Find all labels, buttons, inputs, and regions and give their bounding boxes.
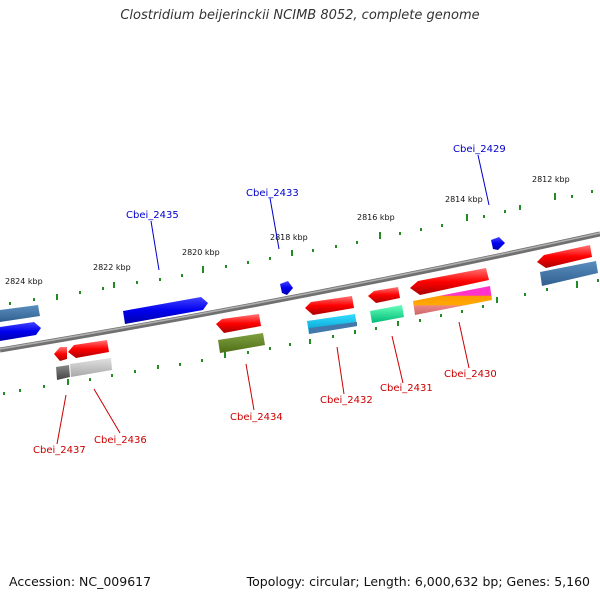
scale-label-2822: 2822 kbp	[93, 263, 131, 272]
gene-label-cbei-2431[interactable]: Cbei_2431	[380, 383, 433, 394]
gene-label-cbei-2436[interactable]: Cbei_2436	[94, 435, 147, 446]
gene-arrow[interactable]	[56, 365, 70, 380]
map-title: Clostridium beijerinckii NCIMB 8052, com…	[120, 8, 480, 23]
accession-text: Accession: NC_009617	[9, 574, 152, 589]
gene-cbei-2435[interactable]	[123, 297, 208, 324]
forward-ticks	[9, 190, 593, 305]
reverse-ticks	[3, 279, 599, 395]
scale-label-2818: 2818 kbp	[270, 233, 308, 242]
scale-label-2824: 2824 kbp	[5, 277, 43, 286]
genome-backbone	[0, 231, 600, 353]
gene-label-cbei-2435[interactable]: Cbei_2435	[126, 210, 179, 221]
gene-cbei-2434[interactable]	[218, 333, 265, 353]
gene-arrow[interactable]	[0, 322, 41, 341]
gene-label-cbei-2432[interactable]: Cbei_2432	[320, 395, 373, 406]
gene-arrow[interactable]	[537, 245, 592, 268]
gene-label-cbei-2430[interactable]: Cbei_2430	[444, 369, 497, 380]
gene-label-cbei-2433[interactable]: Cbei_2433	[246, 188, 299, 199]
gene-label-cbei-2437[interactable]: Cbei_2437	[33, 445, 86, 456]
scale-label-2816: 2816 kbp	[357, 213, 395, 222]
forward-genes	[0, 237, 505, 341]
scale-label-2820: 2820 kbp	[182, 248, 220, 257]
scale-label-2812: 2812 kbp	[532, 175, 570, 184]
gene-arrow[interactable]	[305, 296, 354, 315]
gene-cbei-2431[interactable]	[370, 305, 404, 323]
gene-cbei-2436[interactable]	[70, 358, 112, 377]
gene-arrow[interactable]	[368, 287, 400, 303]
gene-arrow[interactable]	[540, 261, 598, 286]
reverse-genes	[54, 245, 598, 380]
gene-label-cbei-2434[interactable]: Cbei_2434	[230, 412, 283, 423]
topology-text: Topology: circular; Length: 6,000,632 bp…	[246, 574, 590, 589]
gene-cbei-2429[interactable]	[491, 237, 505, 250]
gene-cbei-2430[interactable]	[413, 286, 492, 315]
gene-cbei-2437[interactable]	[54, 347, 67, 361]
gene-arrow[interactable]	[216, 314, 261, 333]
gene-cbei-2433[interactable]	[280, 281, 293, 295]
gene-arrow[interactable]	[410, 268, 489, 295]
scale-label-2814: 2814 kbp	[445, 195, 483, 204]
gene-label-cbei-2429[interactable]: Cbei_2429	[453, 144, 506, 155]
gene-arrow[interactable]	[68, 340, 109, 358]
gene-arrow[interactable]	[0, 305, 40, 322]
